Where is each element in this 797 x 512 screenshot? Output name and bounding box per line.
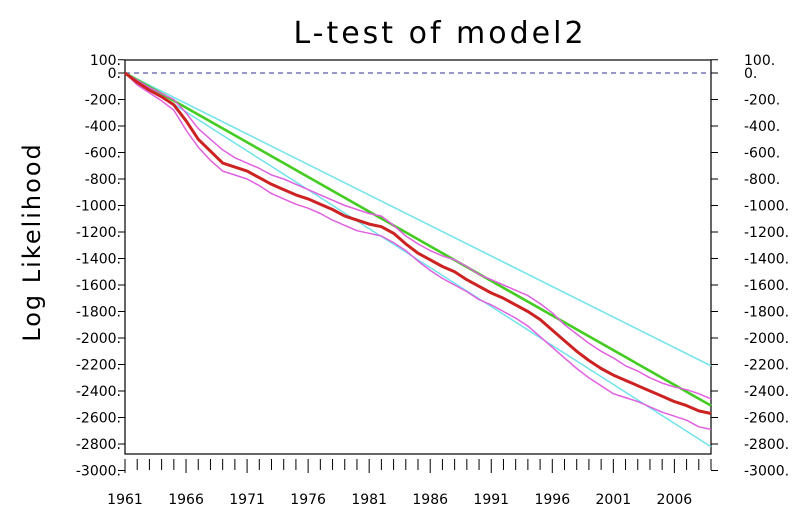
y-tick-label-right: -2400. bbox=[744, 384, 789, 400]
y-tick-label-left: 100. bbox=[90, 53, 121, 69]
y-tick-label-left: -1200. bbox=[76, 225, 121, 241]
x-tick-label: 1976 bbox=[290, 492, 326, 508]
y-tick-label-right: -2200. bbox=[744, 358, 789, 374]
y-tick-label-right: -2000. bbox=[744, 331, 789, 347]
series-line-2 bbox=[124, 71, 712, 407]
axis-ticks bbox=[118, 59, 718, 473]
y-tick-label-right: -1800. bbox=[744, 305, 789, 321]
x-tick-label: 1966 bbox=[168, 492, 204, 508]
y-tick-label-right: -3000. bbox=[744, 464, 789, 480]
y-tick-label-left: -600. bbox=[85, 146, 121, 162]
y-tick-label-right: -1600. bbox=[744, 278, 789, 294]
y-axis-label: Log Likelihood bbox=[18, 142, 46, 342]
y-tick-label-left: -200. bbox=[85, 93, 121, 109]
y-tick-label-right: -200. bbox=[744, 93, 780, 109]
y-tick-label-right: -2800. bbox=[744, 437, 789, 453]
y-tick-label-left: -2800. bbox=[76, 437, 121, 453]
series-line-0 bbox=[124, 72, 712, 367]
y-tick-label-left: -2400. bbox=[76, 384, 121, 400]
x-tick-label: 2001 bbox=[596, 492, 632, 508]
x-tick-label: 1961 bbox=[107, 492, 143, 508]
x-tick-label: 1971 bbox=[229, 492, 265, 508]
y-tick-label-right: -1000. bbox=[744, 199, 789, 215]
x-tick-label: 1981 bbox=[351, 492, 387, 508]
x-tick-label: 1991 bbox=[473, 492, 509, 508]
series-group bbox=[124, 71, 712, 448]
y-tick-label-right: -2600. bbox=[744, 411, 789, 427]
y-tick-label-left: -1800. bbox=[76, 305, 121, 321]
tick-labels: 100. 100.0. 0.-200. -200.-400. -400.-600. -60… bbox=[76, 53, 789, 508]
plot-frame bbox=[124, 59, 712, 455]
series-line-3 bbox=[124, 72, 712, 400]
x-tick-label: 1996 bbox=[534, 492, 570, 508]
y-tick-label-right: -1200. bbox=[744, 225, 789, 241]
x-tick-label: 1986 bbox=[412, 492, 448, 508]
y-tick-label-left: -400. bbox=[85, 119, 121, 135]
y-tick-label-left: -1000. bbox=[76, 199, 121, 215]
y-tick-label-left: -2200. bbox=[76, 358, 121, 374]
x-tick-label: 2006 bbox=[657, 492, 693, 508]
series-line-4 bbox=[124, 72, 712, 431]
y-tick-label-left: -1400. bbox=[76, 252, 121, 268]
chart-title: L-test of model2 bbox=[293, 16, 586, 51]
y-tick-label-right: -600. bbox=[744, 146, 780, 162]
y-tick-label-right: -800. bbox=[744, 172, 780, 188]
y-tick-label-left: -2000. bbox=[76, 331, 121, 347]
y-tick-label-left: -800. bbox=[85, 172, 121, 188]
y-tick-label-left: 0. bbox=[108, 66, 121, 82]
series-line-1 bbox=[124, 72, 712, 448]
y-tick-label-left: -2600. bbox=[76, 411, 121, 427]
series-line-5 bbox=[124, 71, 712, 415]
y-tick-label-right: -1400. bbox=[744, 252, 789, 268]
y-tick-label-left: -3000. bbox=[76, 464, 121, 480]
y-tick-label-left: -1600. bbox=[76, 278, 121, 294]
y-tick-label-right: 100. bbox=[744, 53, 775, 69]
y-tick-label-right: -400. bbox=[744, 119, 780, 135]
y-tick-label-right: 0. bbox=[744, 66, 757, 82]
